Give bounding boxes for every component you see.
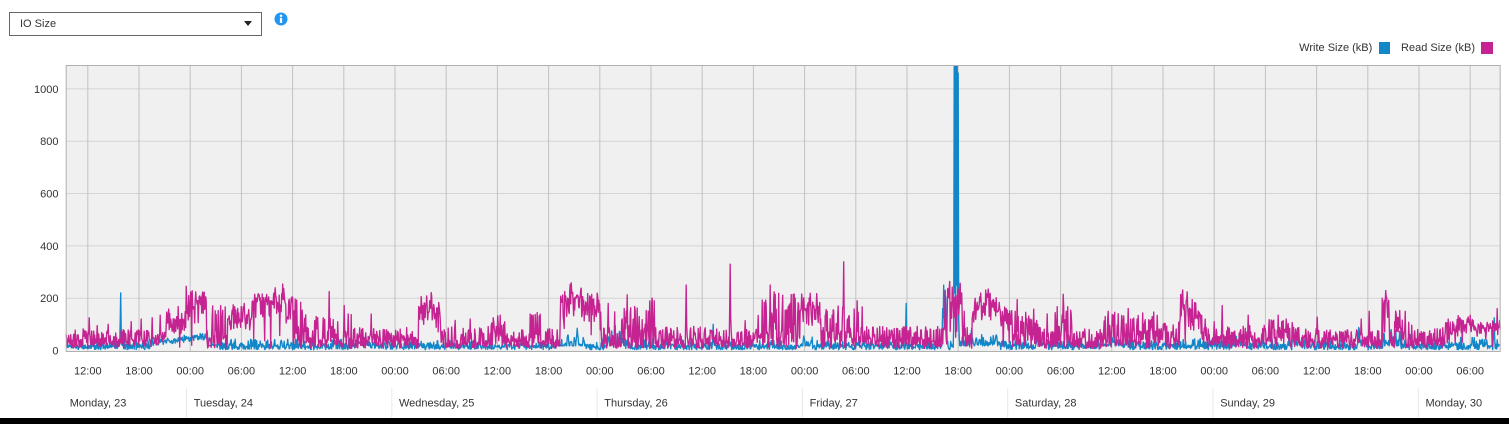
svg-text:200: 200 [40, 293, 58, 305]
svg-text:Monday, 23: Monday, 23 [70, 398, 127, 410]
svg-text:18:00: 18:00 [125, 366, 153, 378]
svg-text:0: 0 [52, 346, 58, 358]
svg-text:18:00: 18:00 [740, 366, 768, 378]
svg-text:Monday, 30: Monday, 30 [1426, 398, 1483, 410]
svg-text:00:00: 00:00 [1200, 366, 1228, 378]
svg-text:Sunday, 29: Sunday, 29 [1220, 398, 1275, 410]
svg-text:Saturday, 28: Saturday, 28 [1015, 398, 1077, 410]
svg-text:06:00: 06:00 [1456, 366, 1484, 378]
svg-text:18:00: 18:00 [330, 366, 358, 378]
svg-text:00:00: 00:00 [1405, 366, 1433, 378]
svg-text:400: 400 [40, 241, 58, 253]
svg-text:18:00: 18:00 [1354, 366, 1382, 378]
svg-text:18:00: 18:00 [1149, 366, 1177, 378]
svg-text:18:00: 18:00 [944, 366, 972, 378]
svg-text:18:00: 18:00 [535, 366, 563, 378]
svg-text:06:00: 06:00 [842, 366, 870, 378]
svg-text:Thursday, 26: Thursday, 26 [604, 398, 667, 410]
svg-text:00:00: 00:00 [791, 366, 819, 378]
svg-text:06:00: 06:00 [1252, 366, 1280, 378]
svg-text:600: 600 [40, 189, 58, 201]
svg-text:800: 800 [40, 136, 58, 148]
svg-text:12:00: 12:00 [279, 366, 307, 378]
svg-text:06:00: 06:00 [432, 366, 460, 378]
svg-text:Tuesday, 24: Tuesday, 24 [194, 398, 253, 410]
svg-text:00:00: 00:00 [586, 366, 614, 378]
svg-text:Wednesday, 25: Wednesday, 25 [399, 398, 474, 410]
svg-text:06:00: 06:00 [637, 366, 665, 378]
svg-text:12:00: 12:00 [1098, 366, 1126, 378]
svg-text:00:00: 00:00 [176, 366, 204, 378]
svg-text:00:00: 00:00 [996, 366, 1024, 378]
svg-text:12:00: 12:00 [74, 366, 102, 378]
svg-text:06:00: 06:00 [1047, 366, 1075, 378]
svg-text:06:00: 06:00 [228, 366, 256, 378]
svg-text:00:00: 00:00 [381, 366, 409, 378]
svg-text:12:00: 12:00 [893, 366, 921, 378]
svg-text:12:00: 12:00 [688, 366, 716, 378]
svg-text:12:00: 12:00 [484, 366, 512, 378]
svg-text:12:00: 12:00 [1303, 366, 1331, 378]
svg-text:1000: 1000 [34, 84, 58, 96]
svg-text:Friday, 27: Friday, 27 [810, 398, 858, 410]
